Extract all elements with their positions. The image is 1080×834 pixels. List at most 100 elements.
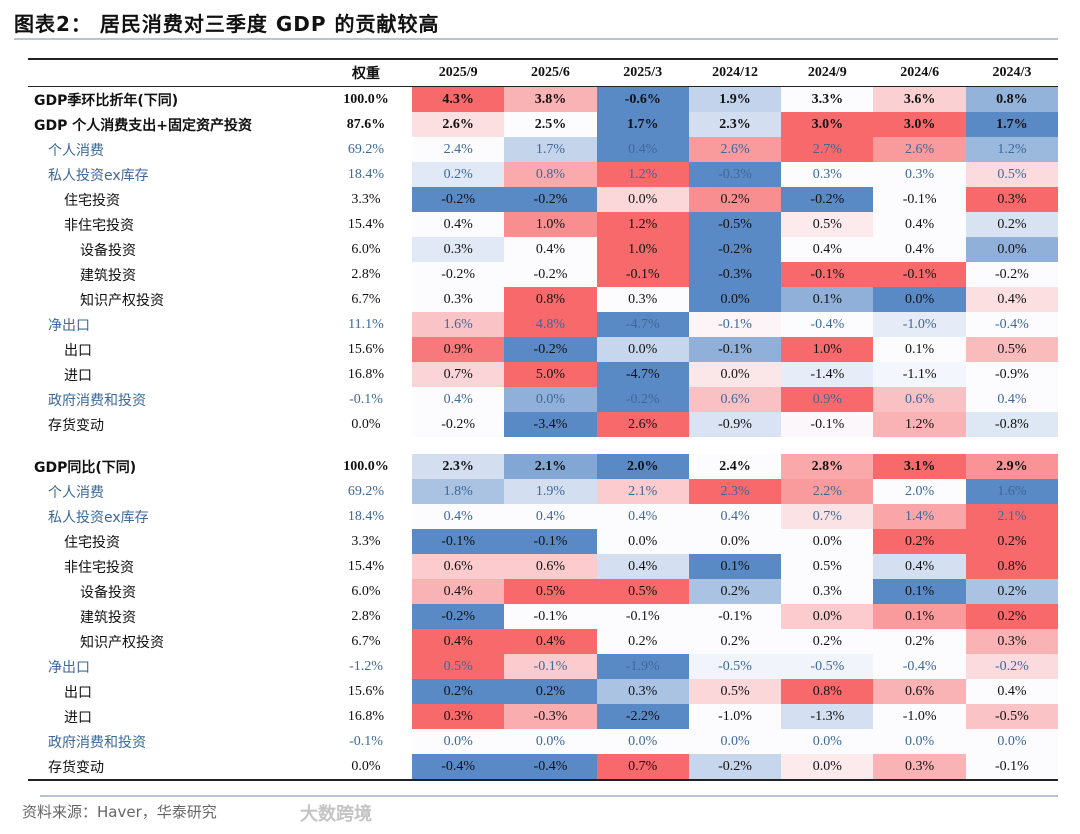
header-period: 2024/6 [873, 58, 966, 87]
value-cell: 1.7% [504, 137, 597, 162]
table-row: 政府消费和投资 -0.1% 0.4% 0.0% -0.2% 0.6% 0.9% 0.6% 0.4… [28, 387, 1059, 412]
value-cell: 0.5% [688, 679, 782, 704]
value-cell: -0.5% [688, 654, 782, 679]
weight-cell: 15.6% [347, 683, 385, 699]
row-label: 知识产权投资 [80, 292, 164, 309]
value-cell: 0.3% [965, 187, 1059, 212]
row-label: 非住宅投资 [64, 217, 134, 234]
value-cell: -3.4% [504, 412, 597, 437]
table-row: 出口 15.6% 0.2% 0.2% 0.3% 0.5% 0.8% 0.6% 0.4% [28, 679, 1059, 704]
value-cell: -1.0% [688, 704, 782, 729]
value-cell: 2.7% [781, 137, 874, 162]
table-row: 住宅投资 3.3% -0.2% -0.2% 0.0% 0.2% -0.2% -0.1% 0.3% [28, 187, 1059, 212]
watermark: 大数跨境 [300, 804, 372, 825]
value-cell: 4.3% [412, 86, 505, 112]
row-label: GDP 个人消费支出+固定资产投资 [34, 117, 252, 134]
value-cell: 1.9% [504, 479, 597, 504]
value-cell: 1.0% [504, 212, 597, 237]
value-cell: -0.6% [596, 86, 689, 112]
value-cell: 0.6% [873, 387, 966, 412]
value-cell: 0.0% [596, 529, 689, 554]
value-cell: 0.3% [596, 679, 689, 704]
row-label: 建筑投资 [80, 267, 136, 284]
value-cell: 0.5% [965, 162, 1059, 187]
value-cell: 0.1% [873, 604, 966, 629]
weight-cell: 6.0% [351, 583, 381, 599]
value-cell: 2.0% [596, 454, 689, 479]
row-label: 政府消费和投资 [48, 392, 146, 409]
value-cell: 2.6% [873, 137, 966, 162]
table-row: 设备投资 6.0% 0.4% 0.5% 0.5% 0.2% 0.3% 0.1% 0.2% [28, 579, 1059, 604]
value-cell: 1.2% [965, 137, 1059, 162]
value-cell: 0.4% [504, 237, 597, 262]
value-cell: -0.5% [781, 654, 874, 679]
value-cell: 0.0% [596, 337, 689, 362]
value-cell: 0.4% [412, 387, 505, 412]
value-cell: 0.5% [781, 554, 874, 579]
row-label: 个人消费 [48, 484, 104, 501]
value-cell: -0.2% [412, 604, 505, 629]
row-label: 设备投资 [80, 584, 136, 601]
weight-cell: 3.3% [351, 191, 381, 207]
value-cell: 0.0% [688, 729, 782, 754]
value-cell: 0.7% [596, 754, 689, 781]
weight-cell: 15.6% [347, 341, 385, 357]
value-cell: -1.3% [781, 704, 874, 729]
value-cell: -0.4% [873, 654, 966, 679]
table-row: 进口 16.8% 0.7% 5.0% -4.7% 0.0% -1.4% -1.1% -0.9% [28, 362, 1059, 387]
value-cell: 0.4% [596, 504, 689, 529]
value-cell: 0.0% [781, 529, 874, 554]
value-cell: 0.0% [596, 187, 689, 212]
weight-cell: -1.2% [349, 658, 383, 674]
value-cell: 0.2% [688, 187, 782, 212]
section-gap [28, 437, 1058, 454]
gdp-contribution-table: 权重 2025/9 2025/6 2025/3 2024/12 2024/9 2… [28, 58, 1059, 781]
header-row: 权重 2025/9 2025/6 2025/3 2024/12 2024/9 2… [28, 58, 1059, 87]
value-cell: 0.2% [965, 604, 1059, 629]
value-cell: 0.1% [781, 287, 874, 312]
row-label: 进口 [64, 367, 92, 384]
value-cell: 0.4% [873, 554, 966, 579]
value-cell: 0.5% [412, 654, 505, 679]
value-cell: 0.2% [873, 629, 966, 654]
value-cell: 0.4% [965, 679, 1059, 704]
value-cell: 0.1% [873, 579, 966, 604]
header-period: 2024/3 [965, 58, 1059, 87]
value-cell: -0.1% [504, 604, 597, 629]
value-cell: 2.6% [596, 412, 689, 437]
table-row: 建筑投资 2.8% -0.2% -0.2% -0.1% -0.3% -0.1% -0.1% -0… [28, 262, 1059, 287]
value-cell: -1.1% [873, 362, 966, 387]
table-row: 私人投资ex库存 18.4% 0.2% 0.8% 1.2% -0.3% 0.3% 0.3% 0.… [28, 162, 1059, 187]
value-cell: 2.2% [781, 479, 874, 504]
value-cell: -0.1% [596, 262, 689, 287]
header-period: 2025/3 [596, 58, 689, 87]
weight-cell: -0.1% [349, 733, 383, 749]
table-row: 住宅投资 3.3% -0.1% -0.1% 0.0% 0.0% 0.0% 0.2% 0.2% [28, 529, 1059, 554]
value-cell: -0.2% [688, 237, 782, 262]
value-cell: 0.2% [596, 629, 689, 654]
value-cell: 0.0% [781, 604, 874, 629]
row-label: 私人投资ex库存 [48, 167, 149, 184]
value-cell: 0.4% [781, 237, 874, 262]
weight-cell: 18.4% [347, 166, 385, 182]
table-row: 非住宅投资 15.4% 0.6% 0.6% 0.4% 0.1% 0.5% 0.4% 0.8% [28, 554, 1059, 579]
footer-divider [40, 795, 1058, 797]
value-cell: 2.6% [412, 112, 505, 137]
value-cell: 0.0% [873, 729, 966, 754]
value-cell: -0.1% [688, 312, 782, 337]
value-cell: 1.8% [412, 479, 505, 504]
value-cell: 0.4% [873, 237, 966, 262]
table-row: 个人消费 69.2% 2.4% 1.7% 0.4% 2.6% 2.7% 2.6% 1.2% [28, 137, 1059, 162]
table-row: 政府消费和投资 -0.1% 0.0% 0.0% 0.0% 0.0% 0.0% 0.0% 0.0% [28, 729, 1059, 754]
spacer [28, 437, 1058, 454]
row-label: 私人投资ex库存 [48, 509, 149, 526]
value-cell: 0.4% [412, 629, 505, 654]
table-row: 知识产权投资 6.7% 0.4% 0.4% 0.2% 0.2% 0.2% 0.2% 0.3% [28, 629, 1059, 654]
value-cell: -0.1% [965, 754, 1059, 781]
source-note: 资料来源：Haver，华泰研究 [22, 803, 217, 821]
value-cell: 0.6% [873, 679, 966, 704]
value-cell: 0.0% [596, 729, 689, 754]
value-cell: 2.0% [873, 479, 966, 504]
value-cell: -1.9% [596, 654, 689, 679]
value-cell: 3.3% [781, 86, 874, 112]
